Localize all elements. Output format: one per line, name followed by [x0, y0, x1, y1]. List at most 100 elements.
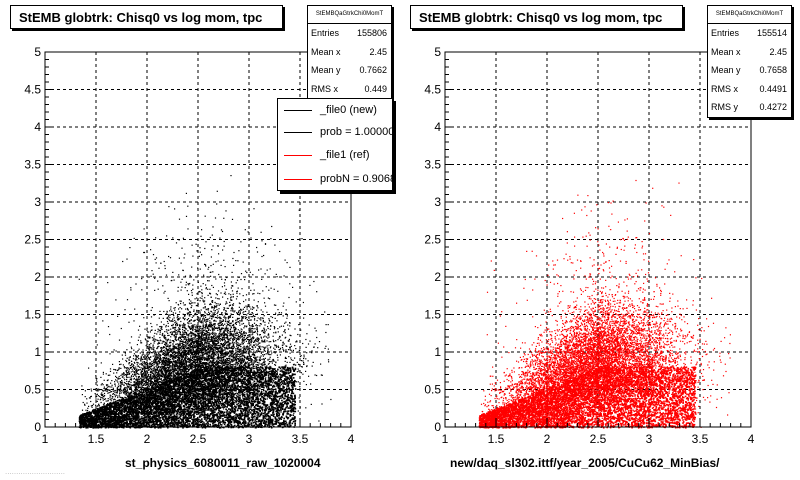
scatter-point — [175, 385, 177, 387]
scatter-point — [263, 297, 265, 299]
scatter-point — [254, 360, 256, 362]
scatter-point — [244, 348, 247, 350]
scatter-point — [151, 388, 153, 390]
scatter-point — [168, 255, 170, 258]
scatter-point — [292, 349, 294, 351]
scatter-point — [238, 373, 240, 375]
scatter-point — [78, 278, 80, 280]
scatter-point — [310, 403, 312, 405]
scatter-point — [130, 289, 132, 291]
scatter-point — [166, 358, 168, 360]
scatter-point — [195, 344, 197, 346]
scatter-point — [205, 241, 207, 243]
scatter-point — [205, 346, 208, 348]
scatter-point — [234, 366, 236, 368]
scatter-point — [211, 284, 213, 287]
scatter-point — [247, 356, 249, 358]
scatter-point — [225, 303, 227, 305]
scatter-point — [143, 380, 146, 382]
scatter-point — [158, 375, 160, 377]
scatter-point — [158, 375, 160, 378]
scatter-point — [283, 349, 285, 351]
scatter-point — [224, 343, 226, 345]
scatter-point — [281, 388, 283, 390]
scatter-point — [248, 355, 250, 357]
scatter-point — [196, 384, 198, 386]
scatter-point — [274, 364, 276, 366]
scatter-point — [163, 379, 165, 381]
scatter-point — [164, 370, 166, 372]
scatter-point — [196, 357, 198, 359]
scatter-point — [126, 378, 128, 380]
scatter-point — [174, 370, 176, 372]
scatter-point — [229, 361, 231, 363]
scatter-point — [87, 407, 89, 409]
scatter-point — [170, 361, 172, 363]
scatter-point — [234, 330, 236, 332]
scatter-point — [269, 347, 271, 349]
scatter-point — [157, 407, 159, 409]
scatter-point — [165, 373, 167, 375]
scatter-point — [248, 413, 250, 415]
scatter-point — [204, 357, 206, 359]
scatter-point — [187, 283, 189, 285]
scatter-point — [177, 370, 179, 372]
scatter-point — [239, 335, 241, 337]
scatter-point — [156, 376, 158, 378]
scatter-point — [244, 317, 247, 320]
scatter-point — [130, 367, 132, 369]
scatter-point — [282, 305, 284, 307]
scatter-point — [289, 334, 291, 336]
scatter-point — [104, 398, 107, 400]
scatter-point — [177, 343, 179, 345]
scatter-point — [114, 398, 116, 401]
scatter-point — [114, 383, 116, 385]
scatter-point — [198, 388, 200, 391]
scatter-point — [159, 351, 161, 353]
scatter-point — [195, 362, 197, 364]
scatter-point — [265, 390, 267, 392]
scatter-point — [268, 362, 270, 365]
scatter-point — [185, 215, 188, 217]
scatter-point — [124, 354, 127, 356]
scatter-point — [256, 388, 258, 390]
scatter-point — [152, 372, 154, 374]
scatter-point — [211, 345, 213, 347]
scatter-point — [160, 340, 162, 342]
scatter-point — [188, 293, 190, 295]
scatter-point — [134, 392, 136, 394]
scatter-point — [231, 299, 233, 301]
scatter-point — [241, 358, 243, 360]
scatter-point — [227, 353, 229, 355]
scatter-point — [251, 362, 253, 364]
scatter-point — [308, 375, 310, 377]
scatter-point — [200, 358, 202, 360]
scatter-point — [236, 425, 238, 427]
scatter-point — [249, 334, 251, 336]
scatter-point — [184, 341, 186, 343]
scatter-point — [275, 351, 277, 353]
scatter-point — [280, 312, 283, 314]
scatter-point — [252, 364, 254, 366]
scatter-point — [208, 396, 210, 398]
scatter-point — [210, 338, 212, 341]
scatter-point — [129, 373, 131, 375]
scatter-point — [185, 339, 187, 341]
scatter-point — [286, 361, 288, 363]
scatter-point — [196, 329, 198, 331]
scatter-point — [128, 416, 130, 419]
scatter-point — [179, 300, 181, 302]
scatter-point — [219, 340, 221, 342]
scatter-point — [162, 365, 165, 368]
scatter-point — [151, 360, 153, 363]
scatter-point — [235, 365, 237, 368]
scatter-point — [232, 349, 234, 351]
scatter-point — [180, 357, 183, 359]
scatter-point — [100, 393, 102, 395]
scatter-point — [219, 350, 222, 352]
scatter-point — [139, 334, 141, 336]
scatter-point — [198, 328, 200, 330]
scatter-point — [140, 384, 142, 386]
scatter-point — [132, 384, 134, 387]
scatter-point — [155, 382, 157, 384]
